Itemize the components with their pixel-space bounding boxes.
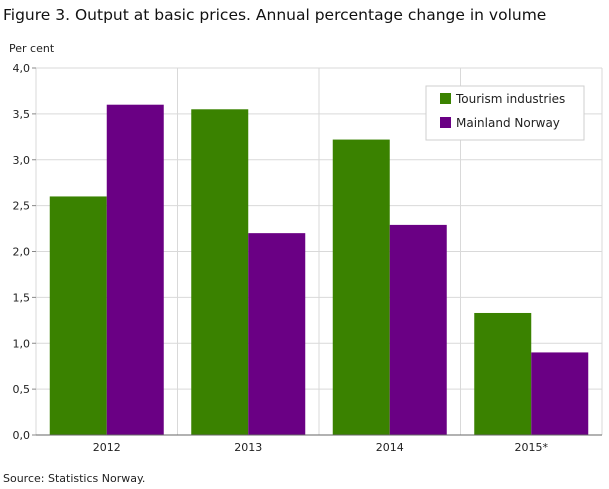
- chart-title: Figure 3. Output at basic prices. Annual…: [3, 6, 547, 24]
- x-tick-label: 2015*: [515, 441, 549, 454]
- source-note: Source: Statistics Norway.: [3, 472, 146, 485]
- bar: [191, 109, 249, 435]
- legend-label: Mainland Norway: [456, 116, 560, 130]
- y-tick-label: 2,5: [13, 200, 31, 213]
- y-tick-label: 2,0: [13, 246, 31, 259]
- legend: Tourism industries Mainland Norway: [425, 85, 585, 141]
- y-tick-label: 0,5: [13, 383, 31, 396]
- bar: [474, 312, 532, 435]
- axis-layer: 0,0 0,5 1,0 1,5 2,0 2,5 3,0 3,5 4,0 2012 2013 2014 2…: [13, 62, 602, 454]
- legend-swatch: [440, 93, 451, 104]
- y-tick-label: 0,0: [13, 429, 31, 442]
- y-tick-label: 3,5: [13, 108, 31, 121]
- legend-label: Tourism industries: [455, 92, 565, 106]
- y-tick-label: 3,0: [13, 154, 31, 167]
- x-tick-label: 2012: [93, 441, 121, 454]
- x-tick-label: 2014: [376, 441, 404, 454]
- y-tick-label: 1,5: [13, 291, 31, 304]
- bar-layer: [49, 104, 589, 435]
- bar: [248, 233, 306, 435]
- bar: [531, 352, 589, 435]
- y-axis-title: Per cent: [9, 42, 55, 55]
- legend-swatch: [440, 117, 451, 128]
- x-tick-label: 2013: [234, 441, 262, 454]
- y-tick-label: 1,0: [13, 337, 31, 350]
- bar: [49, 196, 107, 435]
- y-tick-label: 4,0: [13, 62, 31, 75]
- bar: [389, 224, 447, 435]
- legend-box: [425, 85, 585, 141]
- bar: [106, 104, 164, 435]
- bar: [332, 139, 390, 435]
